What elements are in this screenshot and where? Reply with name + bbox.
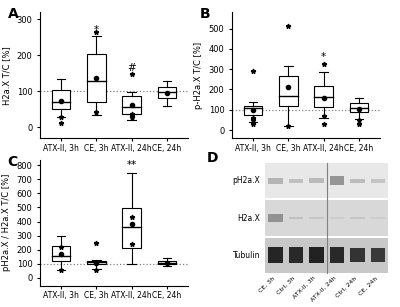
Bar bbox=[350, 217, 365, 219]
Text: pH2a.X: pH2a.X bbox=[232, 177, 260, 185]
Bar bbox=[122, 96, 141, 114]
Text: **: ** bbox=[126, 160, 137, 170]
Text: *: * bbox=[321, 52, 326, 62]
Bar bbox=[87, 54, 106, 102]
Bar bbox=[371, 248, 385, 262]
Text: D: D bbox=[207, 151, 219, 165]
Bar bbox=[279, 76, 298, 106]
Bar bbox=[87, 261, 106, 264]
Bar bbox=[330, 247, 344, 263]
Bar bbox=[350, 103, 368, 112]
Bar bbox=[122, 208, 141, 247]
Text: B: B bbox=[200, 7, 210, 21]
Bar bbox=[289, 247, 303, 263]
Bar bbox=[158, 261, 176, 264]
Bar bbox=[265, 163, 388, 198]
Bar bbox=[350, 248, 365, 262]
Y-axis label: p-H2a.X T/C [%]: p-H2a.X T/C [%] bbox=[194, 42, 203, 109]
Text: Tubulin: Tubulin bbox=[232, 251, 260, 260]
Bar bbox=[265, 238, 388, 273]
Bar bbox=[371, 179, 385, 183]
Bar bbox=[289, 217, 303, 219]
Y-axis label: pH2a.X / H2a.X T/C [%]: pH2a.X / H2a.X T/C [%] bbox=[2, 174, 11, 271]
Text: CE, 3h: CE, 3h bbox=[258, 275, 276, 293]
Text: A: A bbox=[8, 7, 18, 21]
Bar bbox=[52, 90, 70, 109]
Bar bbox=[289, 179, 303, 183]
Text: #: # bbox=[127, 63, 136, 73]
Text: Ctrl, 24h: Ctrl, 24h bbox=[335, 275, 358, 298]
Bar bbox=[371, 217, 385, 219]
Bar bbox=[268, 178, 283, 184]
Bar bbox=[244, 106, 262, 115]
Bar bbox=[314, 86, 333, 107]
Bar bbox=[268, 214, 283, 222]
Text: Ctrl, 3h: Ctrl, 3h bbox=[276, 275, 296, 295]
Text: H2a.X: H2a.X bbox=[237, 214, 260, 223]
Bar bbox=[310, 247, 324, 263]
Bar bbox=[310, 217, 324, 219]
Bar bbox=[265, 200, 388, 235]
Bar bbox=[158, 87, 176, 98]
Text: ATX-II, 24h: ATX-II, 24h bbox=[310, 275, 337, 303]
Y-axis label: H2a.X T/C [%]: H2a.X T/C [%] bbox=[2, 46, 11, 105]
Bar bbox=[310, 178, 324, 183]
Text: ATX-II, 3h: ATX-II, 3h bbox=[292, 275, 317, 300]
Bar bbox=[330, 177, 344, 185]
Text: CE, 24h: CE, 24h bbox=[358, 275, 378, 296]
Bar bbox=[330, 217, 344, 219]
Text: C: C bbox=[8, 155, 18, 169]
Bar bbox=[52, 246, 70, 261]
Bar bbox=[350, 179, 365, 183]
Bar bbox=[268, 247, 283, 263]
Text: *: * bbox=[94, 25, 99, 35]
